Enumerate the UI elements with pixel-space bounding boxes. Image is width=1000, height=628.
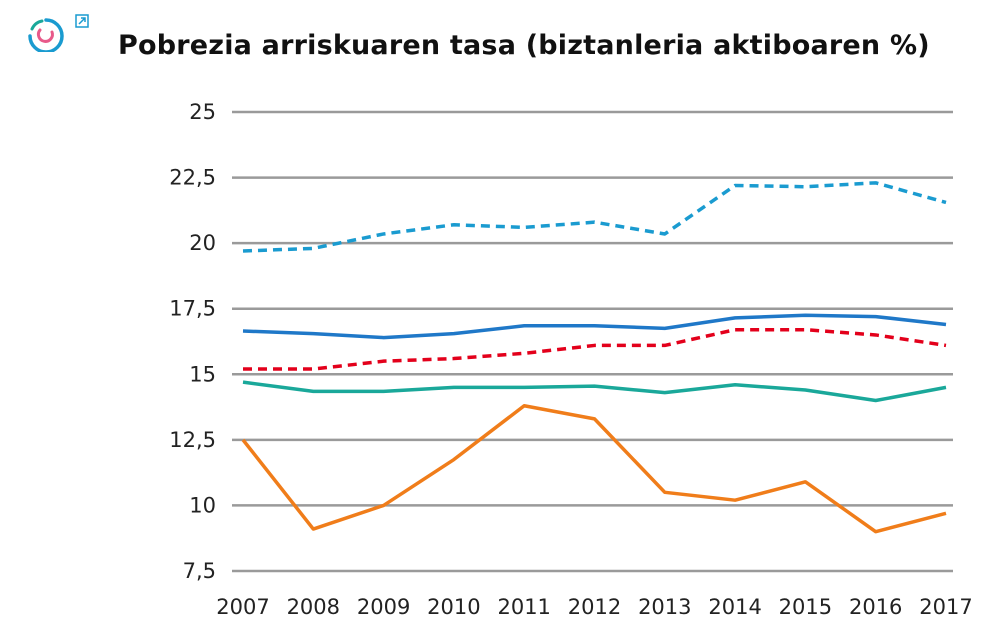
x-tick-label: 2017 [919, 595, 972, 619]
y-tick-label: 25 [189, 100, 216, 124]
y-tick-label: 12,5 [169, 428, 216, 452]
x-tick-label: 2009 [357, 595, 410, 619]
x-tick-label: 2013 [638, 595, 691, 619]
series-line-3 [242, 380, 947, 403]
x-tick-label: 2007 [216, 595, 269, 619]
x-tick-label: 2015 [779, 595, 832, 619]
series-line-1 [242, 313, 947, 340]
external-link-icon[interactable] [75, 14, 89, 28]
logo [24, 12, 94, 56]
y-tick-label: 7,5 [183, 559, 216, 583]
x-tick-label: 2010 [427, 595, 480, 619]
x-tick-label: 2012 [568, 595, 621, 619]
chart-title: Pobrezia arriskuaren tasa (biztanleria a… [118, 30, 930, 61]
y-tick-label: 17,5 [169, 297, 216, 321]
circular-logo-icon [28, 18, 64, 54]
x-tick-label: 2011 [497, 595, 550, 619]
y-tick-label: 15 [189, 362, 216, 386]
y-tick-label: 10 [189, 493, 216, 517]
x-tick-label: 2014 [708, 595, 761, 619]
x-tick-label: 2016 [849, 595, 902, 619]
x-tick-label: 2008 [287, 595, 340, 619]
y-tick-label: 22,5 [169, 166, 216, 190]
series-line-2 [243, 327, 947, 371]
series-line-4 [241, 404, 947, 534]
series-line-0 [242, 181, 947, 253]
y-tick-label: 20 [189, 231, 216, 255]
